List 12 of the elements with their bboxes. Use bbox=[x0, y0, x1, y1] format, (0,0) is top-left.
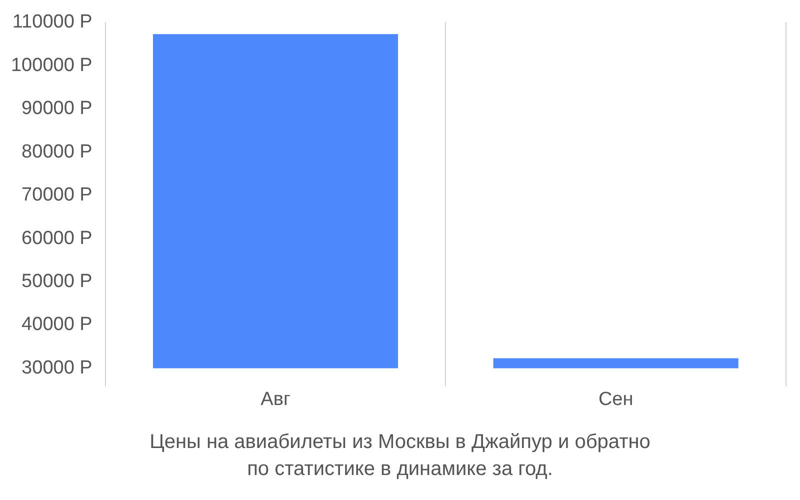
y-tick-label: 70000 Р bbox=[22, 184, 92, 206]
y-tick-label: 30000 Р bbox=[22, 357, 92, 378]
x-tick-label: Авг bbox=[260, 388, 290, 410]
y-tick-label: 80000 Р bbox=[22, 141, 92, 162]
y-tick-label: 60000 Р bbox=[22, 228, 92, 249]
y-tick-label: 100000 Р bbox=[10, 54, 92, 76]
y-tick-label: 90000 Р bbox=[22, 98, 92, 120]
x-tick-label: Сен bbox=[598, 388, 634, 410]
y-tick-label: 50000 Р bbox=[22, 270, 92, 292]
text: Цены на авиабилеты из Москвы в Джайпур и обратно по статистике в динамике за год. bbox=[148, 430, 652, 482]
y-tick-label: 110000 Р bbox=[12, 12, 92, 33]
y-tick-label: 40000 Р bbox=[22, 314, 92, 336]
